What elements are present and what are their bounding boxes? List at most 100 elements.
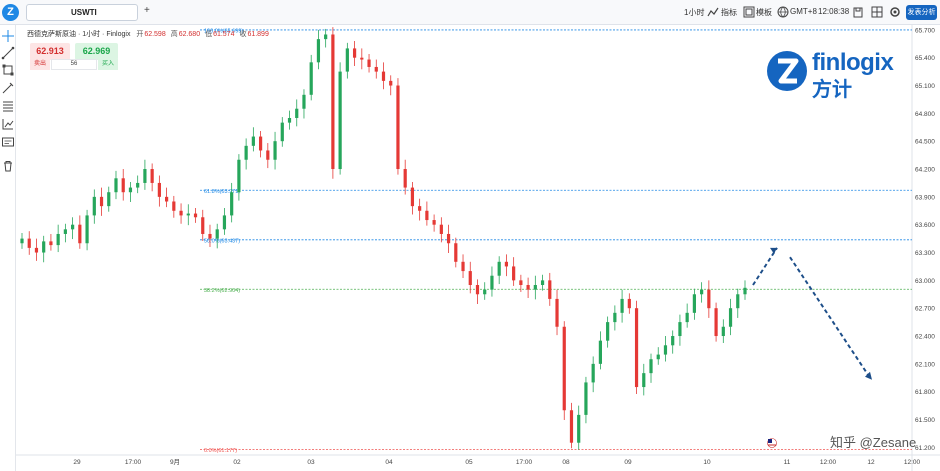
price-tick-label: 64.800 [915,111,935,118]
candle-body [266,150,270,160]
candle-body [692,294,696,313]
candle-body [237,159,241,193]
brand-chinese-name: 方计 [812,79,852,101]
sell-label[interactable]: 卖出 [30,59,50,70]
candle-body [360,57,364,60]
brush-icon[interactable] [1,81,15,95]
forecast-up-arrow [752,247,778,286]
fib-level-label: 100.0%(65.699) [204,28,243,34]
measure-tool-icon[interactable] [1,117,15,131]
candle-body [114,178,118,193]
candle-body [642,373,646,388]
candle-body [403,169,407,188]
candle-body [85,215,89,244]
fibonacci-icon[interactable] [1,99,15,113]
candle-body [49,241,53,246]
candle-body [42,241,46,253]
trend-line-icon[interactable] [1,46,15,60]
sell-price-button[interactable]: 62.913 [30,43,70,60]
settings-gear-icon[interactable] [888,5,902,19]
add-tab-button[interactable]: + [144,5,150,16]
candle-body [287,117,292,123]
time-tick-label: 02 [233,459,241,466]
candle-body [280,122,284,142]
time-tick-label: 12 [867,459,875,466]
candle-body [555,298,559,327]
publish-analysis-button[interactable]: 发表分析 [906,5,937,20]
candle-body [439,224,443,234]
candle-body [273,141,277,160]
time-tick-label: 05 [465,459,473,466]
price-tick-label: 63.900 [915,194,935,201]
timezone-label[interactable]: GMT+8 [790,7,817,16]
candle-body [475,284,480,295]
price-tick-label: 62.100 [915,361,935,368]
fib-level-label: 61.8%(63.971) [204,189,240,195]
brand-name: finlogix [812,49,894,76]
candle-body [295,108,299,118]
drawing-tools-sidebar [0,25,16,471]
candle-body [244,145,248,160]
candle-body [497,261,501,276]
candle-body [99,196,104,207]
candle-body [678,322,682,337]
rectangle-tool-icon[interactable] [1,63,15,77]
candle-body [345,48,349,72]
candle-body [186,213,190,216]
candle-body [519,280,523,285]
candle-body [150,169,154,183]
text-annotation-icon[interactable] [1,135,15,149]
candle-body [627,298,631,309]
price-tick-label: 63.000 [915,278,935,285]
candle-body [540,280,545,285]
candle-body [230,192,234,216]
template-button[interactable]: 模板 [756,8,772,17]
indicators-button[interactable]: 指标 [721,8,737,17]
template-icon[interactable] [742,5,756,19]
candle-body [92,196,96,216]
symbol-search-input[interactable]: USWTI [26,4,138,21]
candle-body [454,243,458,262]
candle-body [562,326,566,411]
crosshair-icon[interactable] [1,29,15,43]
candle-body [526,284,530,290]
indicators-icon[interactable] [706,5,720,19]
price-tick-label: 61.800 [915,389,935,396]
chart-title: 西德克萨斯原油 · 1小时 · Finlogix [27,31,131,38]
candle-body [512,266,516,281]
globe-icon[interactable] [776,5,790,19]
time-tick-label: 17:00 [516,459,533,466]
candle-body [432,220,436,225]
app-logo-icon[interactable]: Z [2,4,19,21]
candle-body [352,48,357,58]
price-tick-label: 63.300 [915,250,935,257]
save-icon[interactable] [851,5,865,19]
candle-body [20,238,24,244]
candle-body [34,247,39,253]
forecast-down-arrow [789,256,871,379]
candle-body [620,298,624,313]
finlogix-logo-icon [767,51,807,91]
candle-body [548,280,552,299]
candle-body [700,289,704,295]
candle-body [656,354,660,360]
candle-body [418,206,422,211]
layout-grid-icon[interactable] [870,5,884,19]
price-tick-label: 65.100 [915,83,935,90]
candle-body [27,238,31,248]
candle-body [201,217,205,234]
candle-body [331,34,335,170]
candle-body [143,169,147,183]
price-tick-label: 64.200 [915,167,935,174]
candle-body [634,308,639,388]
interval-selector[interactable]: 1小时 [684,8,705,17]
buy-label[interactable]: 买入 [98,59,118,70]
buy-price-button[interactable]: 62.969 [75,43,118,60]
candle-body [157,182,161,197]
time-tick-label: 9月 [170,458,180,466]
time-tick-label: 09 [624,459,632,466]
trash-icon[interactable] [1,159,15,173]
open-value: 62.598 [144,31,166,38]
candle-body [56,233,60,246]
